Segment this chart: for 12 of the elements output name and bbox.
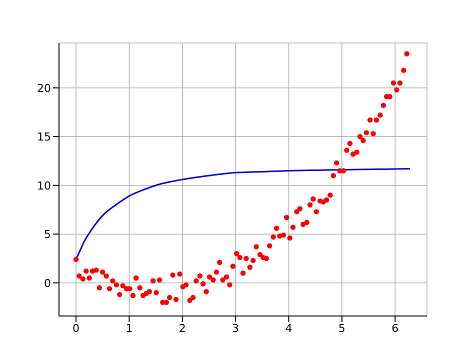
x-tick-label: 4 (285, 322, 292, 335)
y-tick-label: 10 (37, 179, 51, 192)
x-tick-label: 5 (338, 322, 346, 335)
y-tick-label: 5 (44, 228, 51, 242)
y-tick-label: 15 (37, 130, 51, 144)
x-tick-label: 3 (232, 322, 240, 335)
x-tick-label: 2 (178, 322, 186, 335)
y-tick-label: 0 (44, 276, 51, 290)
x-tick-label: 1 (126, 322, 133, 335)
x-tick-label: 6 (392, 322, 399, 335)
x-tick-label: 0 (72, 322, 80, 335)
y-tick-label: 20 (37, 82, 51, 95)
